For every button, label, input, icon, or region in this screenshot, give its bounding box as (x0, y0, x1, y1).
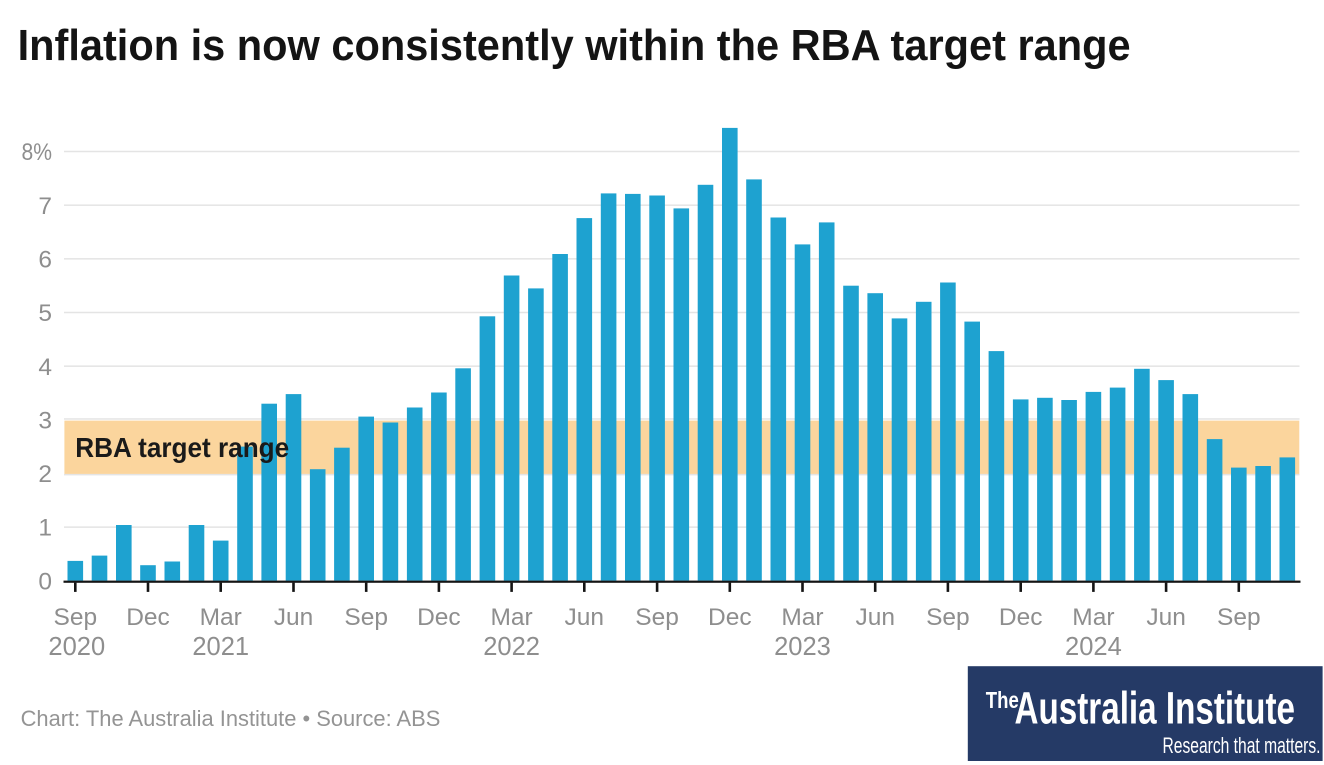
svg-text:Jun: Jun (274, 604, 314, 631)
svg-text:Research that matters.: Research that matters. (1163, 733, 1321, 758)
svg-text:8%: 8% (22, 139, 53, 166)
svg-text:Sep: Sep (635, 604, 679, 631)
svg-text:2022: 2022 (483, 633, 540, 661)
svg-text:RBA target range: RBA target range (75, 432, 289, 463)
svg-text:Australia Institute: Australia Institute (1015, 682, 1296, 733)
svg-text:Sep: Sep (344, 604, 388, 631)
svg-text:Sep: Sep (1217, 604, 1261, 631)
svg-text:Dec: Dec (417, 604, 461, 631)
svg-text:Jun: Jun (565, 604, 605, 631)
svg-text:Mar: Mar (200, 604, 242, 631)
svg-text:5: 5 (38, 300, 52, 327)
svg-text:2020: 2020 (48, 633, 105, 661)
svg-text:7: 7 (38, 193, 52, 220)
svg-text:Dec: Dec (708, 604, 752, 631)
svg-text:2021: 2021 (192, 633, 249, 661)
svg-text:Dec: Dec (126, 604, 170, 631)
svg-text:4: 4 (38, 354, 52, 381)
svg-text:Dec: Dec (999, 604, 1043, 631)
svg-text:Jun: Jun (1146, 604, 1186, 631)
svg-text:Jun: Jun (855, 604, 895, 631)
svg-text:Sep: Sep (926, 604, 970, 631)
svg-text:2023: 2023 (774, 633, 831, 661)
svg-text:2024: 2024 (1065, 633, 1122, 661)
svg-text:2: 2 (38, 461, 52, 488)
svg-text:Mar: Mar (781, 604, 823, 631)
svg-text:Mar: Mar (490, 604, 532, 631)
svg-text:The: The (986, 687, 1019, 713)
svg-text:Sep: Sep (54, 604, 98, 631)
svg-text:0: 0 (38, 568, 52, 595)
svg-text:Inflation is now consistently: Inflation is now consistently within the… (18, 21, 1131, 70)
svg-text:1: 1 (38, 515, 52, 542)
svg-text:6: 6 (38, 246, 52, 273)
svg-text:3: 3 (38, 407, 52, 434)
svg-text:Mar: Mar (1072, 604, 1114, 631)
